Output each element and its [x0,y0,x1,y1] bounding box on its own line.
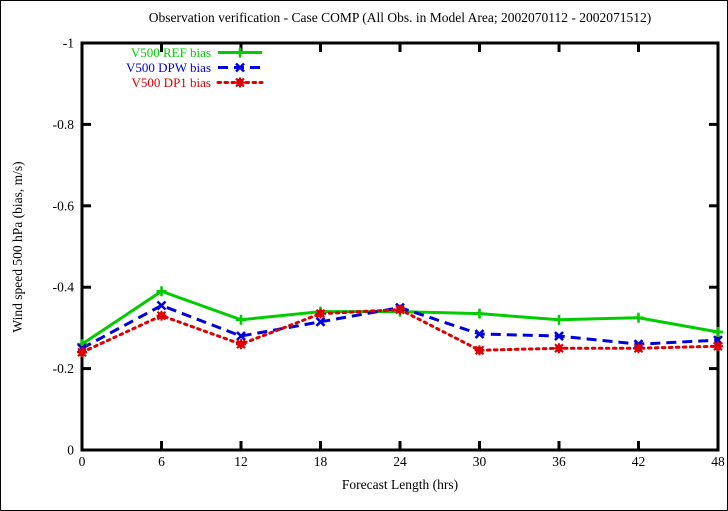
legend-label-dpw: V500 DPW bias [126,60,211,75]
svg-text:36: 36 [552,454,566,469]
legend-label-ref: V500 REF bias [130,45,211,60]
svg-text:-0.6: -0.6 [53,198,75,213]
chart-title: Observation verification - Case COMP (Al… [148,10,652,25]
svg-text:0: 0 [79,454,86,469]
svg-text:30: 30 [473,454,487,469]
legend-label-dp1: V500 DP1 bias [131,75,211,90]
y-axis-label: Wind speed 500 hPa (bias, m/s) [10,161,25,333]
legend-sample-line-ref [218,47,262,58]
x-axis-label: Forecast Length (hrs) [341,477,459,492]
svg-text:-0.2: -0.2 [53,361,74,376]
svg-text:6: 6 [158,454,165,469]
svg-text:42: 42 [632,454,646,469]
svg-text:24: 24 [393,454,407,469]
legend-sample-line-dp1 [216,77,264,88]
svg-text:-0.4: -0.4 [53,280,75,295]
svg-text:-1: -1 [63,36,74,51]
legend-sample-line-dpw [218,62,262,73]
svg-text:0: 0 [67,443,74,458]
svg-text:-0.8: -0.8 [53,117,75,132]
svg-text:12: 12 [234,454,248,469]
legend-entry-ref: V500 REF bias [96,45,266,60]
legend-entry-dp1: V500 DP1 bias [96,75,266,90]
svg-text:18: 18 [314,454,328,469]
legend: V500 REF bias V500 DPW bias V500 DP1 bia… [96,45,266,90]
svg-text:48: 48 [711,454,725,469]
legend-entry-dpw: V500 DPW bias [96,60,266,75]
